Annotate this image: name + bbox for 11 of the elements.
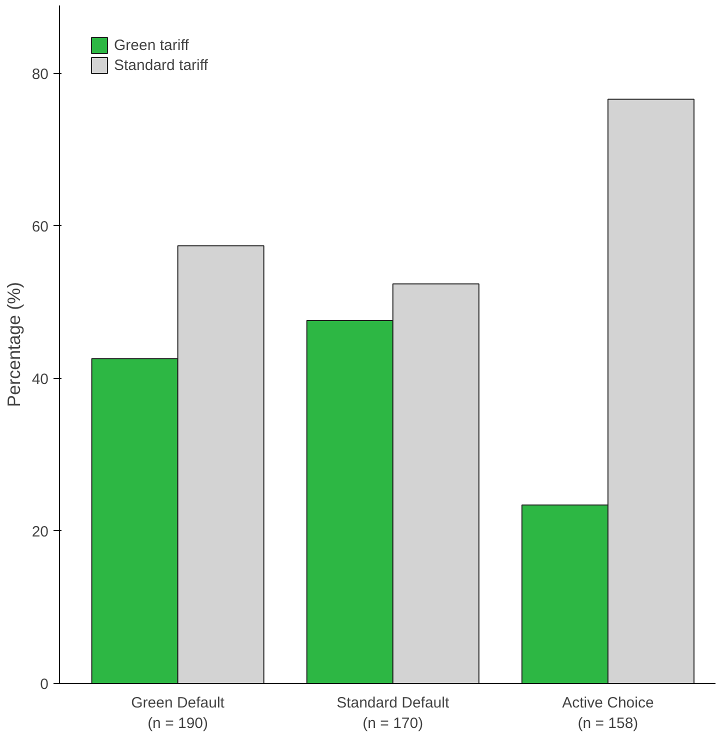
legend-label: Green tariff bbox=[114, 36, 189, 54]
y-tick-label: 40 bbox=[32, 370, 49, 388]
x-tick-label: Standard Default (n = 170) bbox=[336, 694, 450, 732]
x-tick-label: Green Default (n = 190) bbox=[131, 694, 226, 732]
y-tick-label: 80 bbox=[32, 66, 49, 83]
y-tick-label: 60 bbox=[32, 218, 49, 236]
y-axis-title: Percentage (%) bbox=[4, 282, 24, 408]
y-tick-label: 20 bbox=[32, 523, 49, 540]
legend-label: Standard tariff bbox=[114, 56, 208, 74]
y-tick-label: 0 bbox=[40, 676, 48, 693]
x-tick-label: Active Choice (n = 158) bbox=[562, 694, 654, 732]
